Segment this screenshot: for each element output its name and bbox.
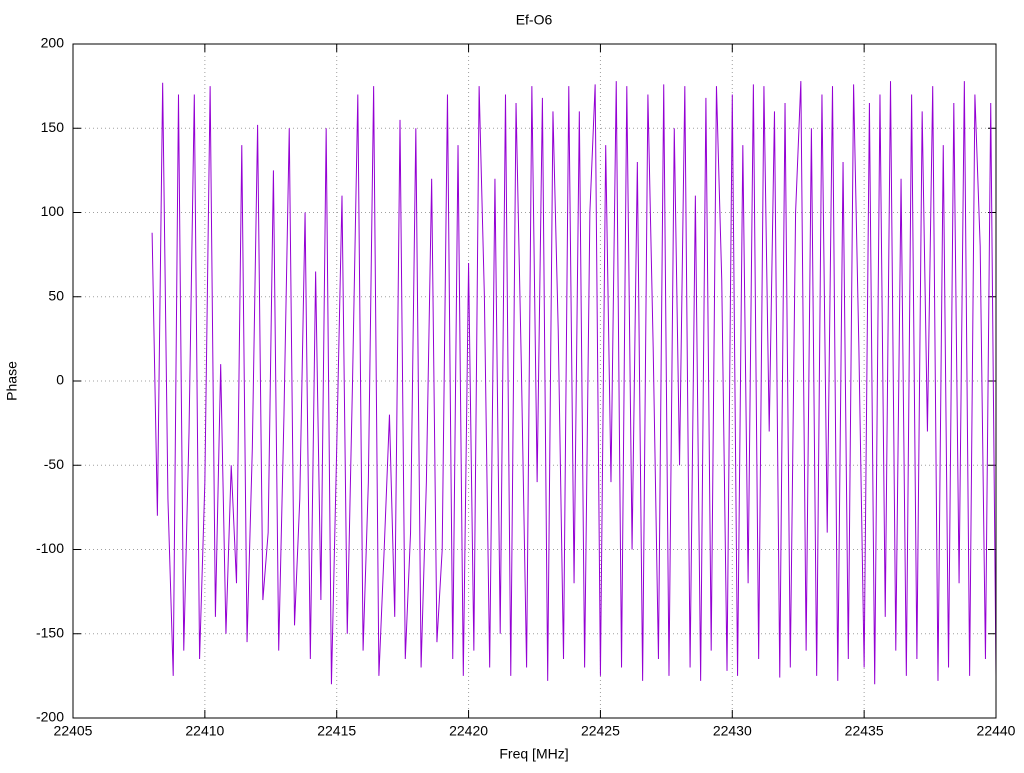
x-tick-label: 22430 bbox=[713, 723, 752, 739]
x-tick-label: 22440 bbox=[977, 723, 1016, 739]
y-tick-label: -50 bbox=[44, 456, 64, 472]
y-tick-label: -200 bbox=[36, 709, 64, 725]
x-tick-label: 22420 bbox=[449, 723, 488, 739]
x-tick-label: 22435 bbox=[845, 723, 884, 739]
x-tick-label: 22415 bbox=[317, 723, 356, 739]
y-tick-label: 100 bbox=[41, 203, 65, 219]
chart-title: Ef-O6 bbox=[516, 12, 553, 28]
x-tick-label: 22405 bbox=[54, 723, 93, 739]
y-tick-label: 0 bbox=[56, 372, 64, 388]
y-tick-label: 150 bbox=[41, 119, 65, 135]
plot-frame bbox=[72, 43, 997, 719]
y-tick-label: -150 bbox=[36, 624, 64, 640]
y-tick-label: 50 bbox=[48, 287, 64, 303]
x-tick-label: 22410 bbox=[185, 723, 224, 739]
y-tick-label: -100 bbox=[36, 540, 64, 556]
x-tick-label: 22425 bbox=[581, 723, 620, 739]
x-axis-label: Freq [MHz] bbox=[499, 746, 568, 762]
y-tick-label: 200 bbox=[41, 35, 65, 51]
data-line bbox=[151, 81, 997, 685]
y-axis-label: Phase bbox=[4, 361, 20, 401]
